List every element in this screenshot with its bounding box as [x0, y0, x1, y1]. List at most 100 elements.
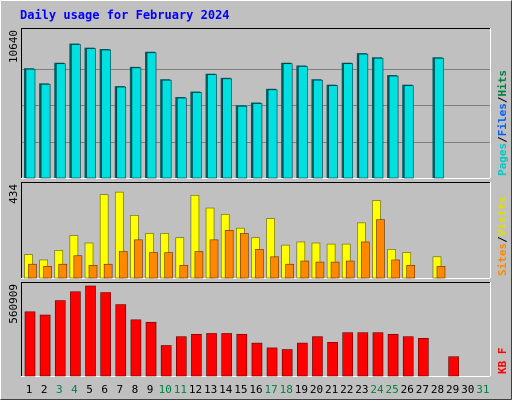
legend-entry: /: [496, 96, 509, 103]
sites-bar: [134, 239, 143, 279]
files-bar: [403, 85, 414, 179]
x-tick-label: 13: [204, 383, 217, 396]
sites-bar: [300, 260, 310, 279]
kbytes-bar: [236, 333, 248, 377]
kbytes-bar: [206, 333, 217, 377]
kbytes-bar: [372, 332, 384, 377]
files-bar: [313, 79, 323, 179]
kbytes-bar: [145, 321, 157, 377]
files-bar: [86, 48, 96, 179]
legend-entry: Files: [496, 103, 509, 136]
sites-bar: [361, 241, 370, 279]
files-bar: [207, 74, 217, 179]
sites-bar: [270, 256, 279, 279]
x-tick-label: 30: [461, 383, 474, 396]
x-tick-label: 10: [159, 383, 172, 396]
kbytes-bar: [54, 300, 66, 377]
x-tick-label: 25: [386, 383, 399, 396]
kbytes-bar: [115, 304, 127, 377]
files-bar: [267, 89, 278, 179]
x-tick-label: 29: [446, 383, 459, 396]
sites-bar: [88, 264, 98, 279]
x-tick-label: 11: [174, 383, 187, 396]
files-bar: [131, 67, 142, 179]
files-bar: [252, 103, 263, 179]
sites-bar: [345, 260, 355, 279]
kbytes-bar: [327, 342, 338, 377]
x-tick-label: 21: [325, 383, 338, 396]
kbytes-bar: [418, 337, 429, 377]
files-bar: [388, 75, 399, 179]
kbytes-bar: [387, 333, 399, 377]
sites-bar: [118, 251, 128, 279]
kbytes-max-label: 560909: [7, 284, 20, 324]
x-tick-label: 31: [476, 383, 489, 396]
legend-entry: Hits: [496, 70, 509, 97]
x-tick-label: 20: [310, 383, 323, 396]
files-bar: [192, 92, 202, 179]
chart-title: Daily usage for February 2024: [20, 8, 230, 22]
legend-entry: Visits: [496, 197, 509, 237]
kbytes-legend: KB F: [496, 348, 509, 375]
hits-files-max-label: 10640: [7, 30, 20, 63]
sites-bar: [406, 264, 416, 279]
x-tick-label: 26: [401, 383, 414, 396]
kbytes-bar: [312, 336, 323, 377]
sites-bar: [224, 230, 234, 279]
sites-bar: [73, 255, 83, 279]
x-tick-label: 27: [416, 383, 429, 396]
x-tick-label: 4: [71, 383, 78, 396]
kbytes-bar: [175, 336, 187, 377]
visits-sites-panel: 434 Sites/Visits: [7, 182, 509, 279]
files-bar: [25, 68, 36, 179]
hits-files-panel: 10640 Pages/Files/Hits: [7, 28, 509, 179]
kbytes-bar: [160, 345, 172, 377]
kbytes-bar: [266, 347, 278, 377]
legend-entry: KB F: [496, 348, 509, 375]
files-bar: [71, 44, 81, 179]
files-bar: [55, 63, 66, 179]
files-bar: [101, 49, 111, 179]
files-bar: [358, 53, 369, 179]
x-tick-label: 17: [265, 383, 278, 396]
x-tick-label: 6: [101, 383, 108, 396]
sites-bar: [194, 251, 204, 279]
sites-bar: [240, 233, 249, 279]
visits-sites-legend: Sites/Visits: [496, 197, 509, 277]
files-bar: [237, 105, 248, 179]
sites-bar: [285, 263, 294, 279]
kbytes-bar: [402, 336, 414, 377]
kbytes-bar: [221, 333, 232, 377]
x-tick-label: 28: [431, 383, 444, 396]
kbytes-bar: [70, 291, 81, 377]
files-bar: [176, 97, 187, 179]
x-tick-label: 9: [147, 383, 154, 396]
sites-bar: [376, 219, 385, 279]
sites-bar: [255, 249, 264, 279]
sites-bar: [179, 264, 189, 279]
sites-bar: [28, 263, 37, 279]
x-tick-label: 3: [56, 383, 63, 396]
x-tick-label: 1: [26, 383, 33, 396]
x-tick-label: 7: [117, 383, 124, 396]
hits-files-legend: Pages/Files/Hits: [496, 70, 509, 176]
files-bar: [298, 66, 308, 179]
x-tick-label: 16: [249, 383, 262, 396]
x-tick-label: 22: [340, 383, 353, 396]
files-bar: [222, 78, 232, 179]
kbytes-bar: [85, 285, 96, 377]
sites-bar: [103, 263, 113, 279]
x-tick-label: 24: [370, 383, 384, 396]
files-bar: [161, 79, 172, 179]
kbytes-bar: [281, 349, 293, 377]
files-bar: [116, 86, 127, 179]
files-bar: [146, 52, 157, 179]
x-tick-label: 12: [189, 383, 202, 396]
x-tick-label: 8: [132, 383, 139, 396]
kbytes-bar: [448, 356, 459, 377]
x-tick-label: 23: [355, 383, 368, 396]
kbytes-bar: [297, 342, 308, 377]
kbytes-bar: [251, 342, 263, 377]
x-tick-label: 15: [234, 383, 247, 396]
